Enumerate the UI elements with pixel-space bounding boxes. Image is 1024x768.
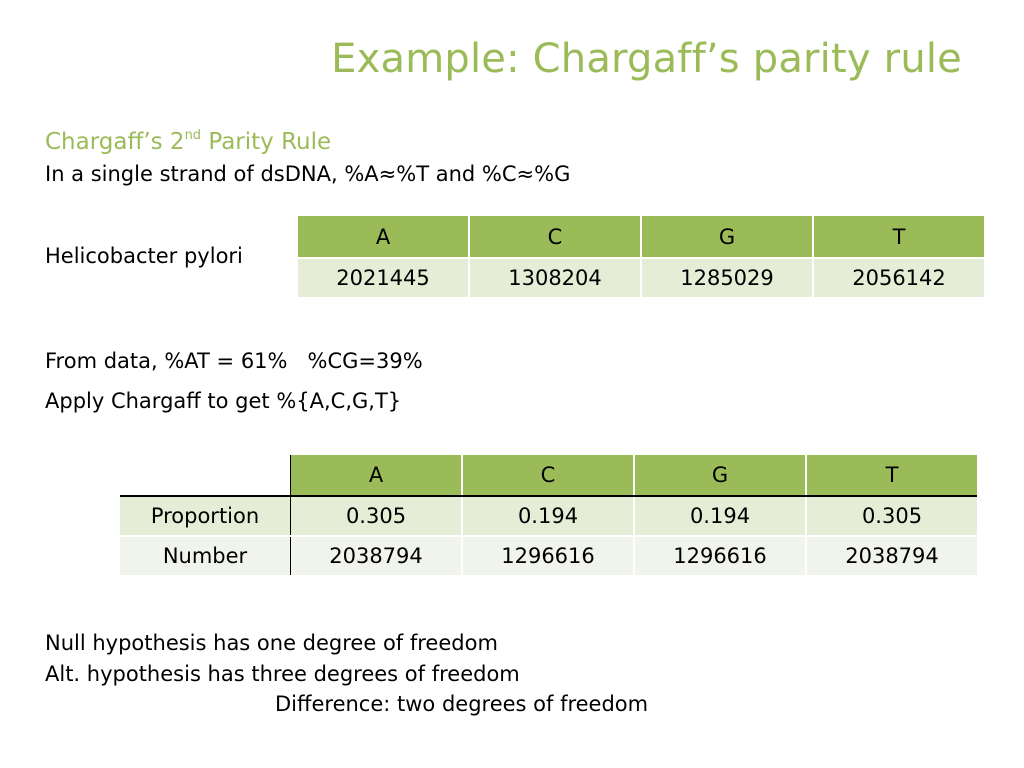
expected-corner-cell: [120, 455, 291, 497]
subheading-superscript: nd: [184, 128, 202, 143]
number-c: 1296616: [462, 536, 635, 575]
counts-header-t: T: [813, 216, 984, 259]
subheading-prefix: Chargaff’s 2: [45, 129, 185, 155]
expected-header-a: A: [290, 455, 463, 497]
counts-value-c: 1308204: [469, 258, 642, 297]
counts-value-row: 2021445 1308204 1285029 2056142: [298, 258, 984, 297]
number-a: 2038794: [290, 536, 463, 575]
from-data-text: From data, %AT = 61% %CG=39%: [45, 349, 423, 373]
proportion-g: 0.194: [634, 496, 807, 537]
counts-value-t: 2056142: [813, 258, 984, 297]
subheading: Chargaff’s 2nd Parity Rule: [45, 128, 331, 155]
subheading-suffix: Parity Rule: [201, 129, 332, 155]
counts-header-c: C: [469, 216, 642, 259]
counts-header-a: A: [298, 216, 470, 259]
proportion-t: 0.305: [806, 496, 977, 537]
row-label-number: Number: [120, 536, 291, 575]
expected-table: A C G T Proportion 0.305 0.194 0.194 0.3…: [120, 455, 977, 575]
row-label-proportion: Proportion: [120, 496, 291, 537]
alt-hypothesis-text: Alt. hypothesis has three degrees of fre…: [45, 662, 520, 686]
rule-statement: In a single strand of dsDNA, %A≈%T and %…: [45, 162, 571, 186]
counts-value-g: 1285029: [641, 258, 814, 297]
counts-header-row: A C G T: [298, 216, 984, 259]
slide-title: Example: Chargaff’s parity rule: [331, 36, 962, 82]
apply-text: Apply Chargaff to get %{A,C,G,T}: [45, 389, 402, 413]
number-t: 2038794: [806, 536, 977, 575]
expected-row-proportion: Proportion 0.305 0.194 0.194 0.305: [120, 496, 977, 537]
counts-value-a: 2021445: [298, 258, 470, 297]
proportion-a: 0.305: [290, 496, 463, 537]
counts-table: A C G T 2021445 1308204 1285029 2056142: [298, 216, 984, 297]
difference-text: Difference: two degrees of freedom: [275, 692, 649, 716]
proportion-c: 0.194: [462, 496, 635, 537]
expected-header-c: C: [462, 455, 635, 497]
expected-row-number: Number 2038794 1296616 1296616 2038794: [120, 536, 977, 575]
number-g: 1296616: [634, 536, 807, 575]
counts-header-g: G: [641, 216, 814, 259]
organism-label: Helicobacter pylori: [45, 244, 243, 268]
expected-header-g: G: [634, 455, 807, 497]
expected-header-row: A C G T: [120, 455, 977, 497]
expected-header-t: T: [806, 455, 977, 497]
null-hypothesis-text: Null hypothesis has one degree of freedo…: [45, 631, 498, 655]
